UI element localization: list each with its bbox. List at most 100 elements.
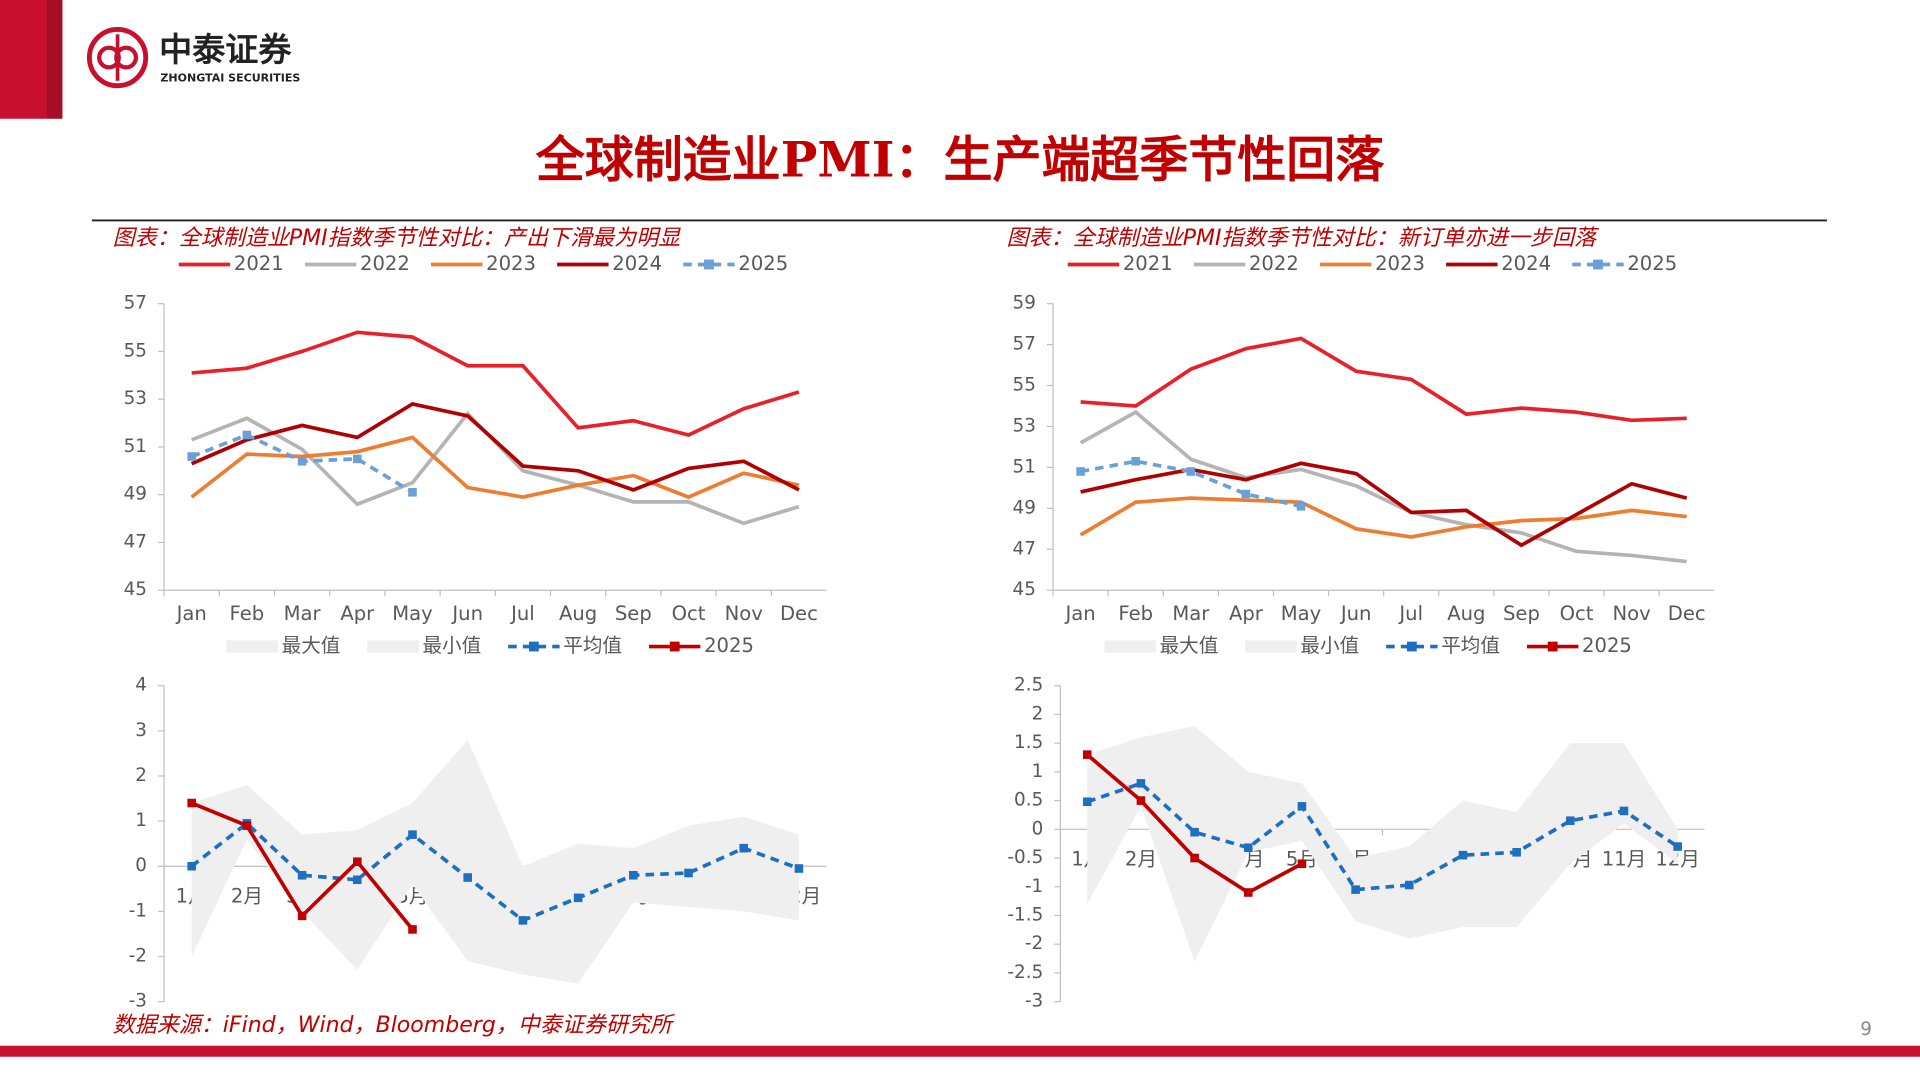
point-marker	[1131, 456, 1140, 466]
point-marker	[297, 870, 307, 880]
point-marker	[353, 857, 362, 867]
y-tick-label: 51	[124, 436, 147, 457]
y-tick-label: -2.5	[1007, 962, 1043, 983]
legend-label: 2023	[486, 252, 536, 275]
legend-label: 平均值	[563, 634, 622, 657]
x-tick-label: May	[392, 602, 432, 625]
y-tick-label: 55	[124, 340, 147, 361]
logo-cn: 中泰证券	[159, 30, 292, 69]
legend-marker	[704, 259, 714, 270]
point-marker	[187, 798, 196, 808]
y-tick-label: 57	[124, 293, 147, 314]
x-tick-label: Mar	[1172, 602, 1210, 625]
y-tick-label: -3	[129, 991, 147, 1012]
point-marker	[1082, 750, 1092, 759]
y-tick-label: 47	[1013, 538, 1036, 559]
y-tick-label: 0	[135, 855, 147, 876]
series-line	[1080, 336, 1687, 423]
series-line	[190, 402, 800, 492]
point-marker	[1190, 853, 1199, 863]
point-marker	[1351, 885, 1360, 894]
x-tick-label: Jan	[175, 602, 207, 625]
x-tick-label: Sep	[1503, 602, 1540, 625]
point-marker	[573, 893, 583, 903]
y-tick-label: 59	[1013, 293, 1036, 314]
point-marker	[187, 452, 196, 461]
point-marker	[1136, 796, 1146, 805]
point-marker	[463, 873, 472, 882]
source-note: 数据来源：iFind，Wind，Bloomberg，中泰证券研究所	[113, 1013, 675, 1038]
point-marker	[739, 843, 749, 853]
y-tick-label: 2	[1032, 703, 1044, 724]
series-line	[190, 820, 800, 923]
series-line	[191, 330, 800, 437]
point-marker	[629, 870, 638, 880]
y-tick-label: 1	[135, 810, 147, 831]
series-line	[1079, 496, 1687, 539]
point-marker	[297, 911, 307, 921]
footer-bar	[0, 1045, 1920, 1057]
x-tick-label: Jun	[1339, 602, 1372, 625]
y-tick-label: 49	[1013, 497, 1036, 518]
x-tick-label: Oct	[672, 602, 706, 625]
legend-label: 2022	[1249, 252, 1299, 275]
y-tick-label: 57	[1013, 334, 1036, 355]
x-tick-label: Dec	[780, 602, 818, 625]
point-marker	[408, 830, 417, 839]
y-tick-label: 1	[1032, 761, 1044, 782]
x-tick-label: 5月	[1286, 847, 1318, 870]
legend-label: 最大值	[1160, 634, 1219, 657]
y-tick-label: 51	[1013, 456, 1036, 477]
point-marker	[1619, 806, 1629, 816]
x-tick-label: Feb	[1118, 602, 1153, 625]
point-marker	[242, 430, 252, 440]
point-marker	[1405, 880, 1414, 890]
y-tick-label: -1	[1025, 876, 1043, 897]
x-tick-label: 11月	[1602, 847, 1647, 870]
point-marker	[1241, 489, 1251, 499]
point-marker	[408, 488, 417, 497]
point-marker	[408, 925, 417, 934]
x-tick-label: Mar	[284, 602, 322, 625]
point-marker	[1296, 502, 1306, 511]
y-tick-label: 3	[135, 720, 147, 741]
point-marker	[1673, 842, 1682, 851]
chart-caption: 图表：全球制造业PMI指数季节性对比：产出下滑最为明显	[113, 226, 682, 251]
y-tick-label: 0.5	[1014, 790, 1043, 811]
point-marker	[1076, 467, 1085, 476]
x-tick-label: Feb	[230, 602, 265, 625]
point-marker	[353, 875, 362, 885]
point-marker	[1243, 888, 1253, 897]
x-tick-label: Jul	[509, 602, 535, 625]
min-max-band	[191, 739, 799, 984]
y-tick-label: 1.5	[1014, 732, 1043, 753]
x-tick-label: May	[1281, 602, 1321, 625]
x-tick-label: Jan	[1064, 602, 1096, 625]
y-tick-label: 2	[135, 765, 147, 786]
legend-label: 最小值	[422, 634, 481, 657]
point-marker	[187, 861, 196, 871]
legend-label: 2024	[1501, 252, 1551, 275]
x-tick-label: 2月	[231, 884, 263, 907]
x-tick-label: Jul	[1397, 602, 1423, 625]
logo	[86, 26, 149, 89]
page-number: 9	[1860, 1019, 1872, 1040]
legend-label: 平均值	[1441, 634, 1500, 657]
series-line	[1079, 409, 1687, 564]
point-marker	[242, 821, 252, 830]
point-marker	[1190, 827, 1199, 837]
legend-label: 2022	[360, 252, 410, 275]
x-tick-label: Jun	[450, 602, 483, 625]
y-tick-label: 45	[1013, 579, 1036, 600]
legend-label: 2024	[612, 252, 662, 275]
legend-marker	[1406, 641, 1417, 652]
legend-label: 2025	[704, 634, 754, 657]
y-tick-label: -0.5	[1007, 847, 1043, 868]
legend-label: 2025	[1582, 634, 1632, 657]
y-tick-label: 4	[135, 675, 147, 696]
point-marker	[1566, 816, 1575, 825]
corner-bar	[0, 0, 47, 119]
series-line	[1086, 781, 1679, 892]
point-marker	[1297, 802, 1307, 811]
